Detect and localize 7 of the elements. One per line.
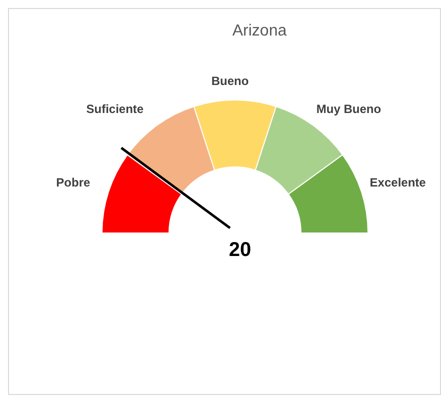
slice-label: Bueno xyxy=(211,74,249,88)
text: 20 xyxy=(228,239,252,261)
slice-label: Pobre xyxy=(56,176,91,190)
slice-label: Excelente xyxy=(370,176,426,190)
slice-label: Muy Bueno xyxy=(316,102,382,116)
chart-title: Arizona xyxy=(232,22,287,40)
slice-label: Suficiente xyxy=(86,102,144,116)
